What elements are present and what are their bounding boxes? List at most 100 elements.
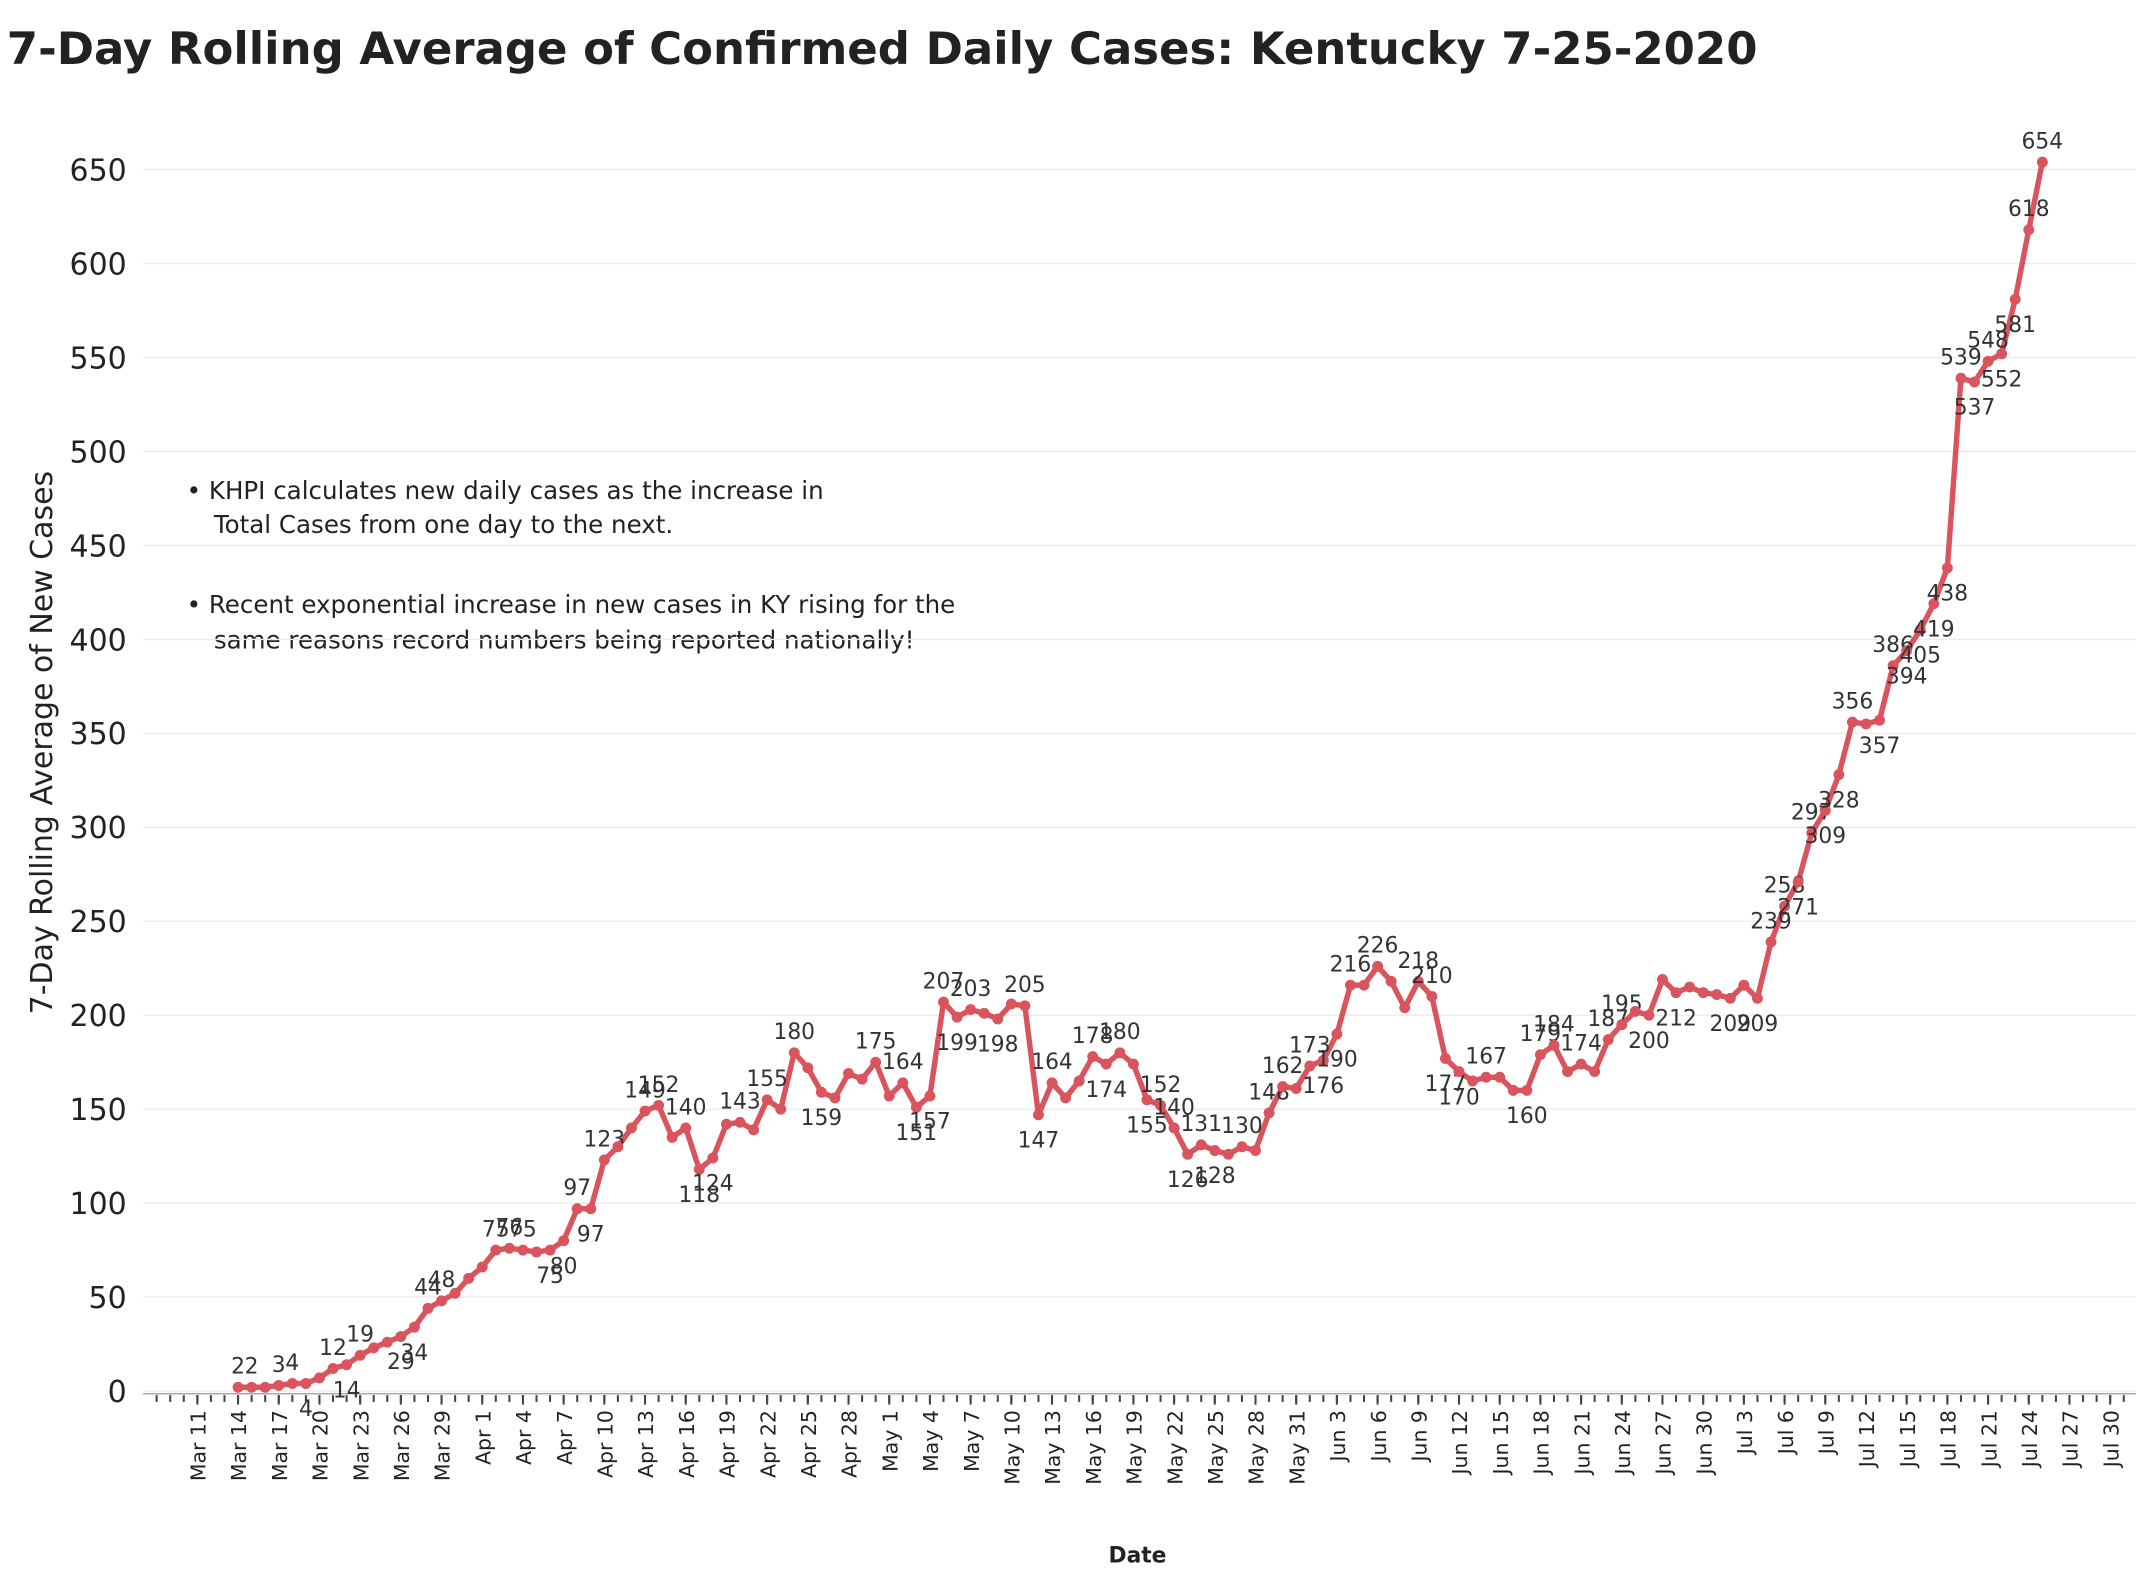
point xyxy=(1521,1084,1533,1096)
point xyxy=(1141,1094,1153,1106)
data-label: 155 xyxy=(746,1067,788,1092)
data-label: 438 xyxy=(1927,582,1969,607)
point xyxy=(1711,989,1723,1000)
point xyxy=(1982,355,1994,367)
x-tick-label: Jun 27 xyxy=(1652,1410,1676,1476)
point xyxy=(734,1116,746,1128)
point xyxy=(1345,979,1356,991)
data-label: 394 xyxy=(1886,664,1928,689)
x-tick-label: May 28 xyxy=(1245,1410,1269,1485)
data-label: 581 xyxy=(1994,313,2036,338)
data-label: 152 xyxy=(1140,1073,1182,1098)
data-label: 75 xyxy=(509,1217,537,1242)
point xyxy=(327,1363,339,1374)
point xyxy=(246,1381,258,1393)
y-tick-label: 100 xyxy=(70,1187,127,1222)
point xyxy=(1616,1019,1628,1031)
point xyxy=(1955,372,1967,384)
x-tick-label: Apr 25 xyxy=(797,1410,821,1478)
point xyxy=(1453,1066,1465,1078)
point xyxy=(368,1342,380,1354)
data-label: 19 xyxy=(346,1323,374,1348)
x-tick-label: Mar 20 xyxy=(309,1410,333,1481)
data-label: 539 xyxy=(1940,346,1982,371)
point xyxy=(1426,990,1438,1002)
point xyxy=(1846,716,1858,728)
point xyxy=(1684,981,1696,993)
point xyxy=(910,1101,922,1113)
point xyxy=(1114,1047,1126,1059)
x-tick-label: Jul 12 xyxy=(1855,1410,1879,1469)
x-tick-label: Jul 3 xyxy=(1733,1410,1757,1456)
data-label: 271 xyxy=(1777,895,1819,920)
point xyxy=(598,1154,610,1166)
point xyxy=(1087,1051,1099,1062)
data-label: 164 xyxy=(882,1050,924,1075)
x-tick-label: Apr 16 xyxy=(675,1410,699,1478)
point xyxy=(897,1077,909,1089)
data-label: 76 xyxy=(496,1216,524,1241)
x-tick-label: Mar 11 xyxy=(187,1410,211,1481)
y-tick-label: 300 xyxy=(70,811,127,846)
point xyxy=(1874,714,1885,726)
x-tick-label: Jun 6 xyxy=(1367,1410,1391,1463)
x-tick-label: May 22 xyxy=(1163,1410,1187,1485)
point xyxy=(286,1378,298,1389)
x-tick-label: Jul 9 xyxy=(1814,1410,1838,1456)
x-tick-label: Jul 24 xyxy=(2018,1410,2042,1469)
x-tick-label: Jun 30 xyxy=(1692,1410,1716,1476)
data-label: 200 xyxy=(1628,1029,1670,1054)
point xyxy=(544,1244,556,1256)
x-tick-label: Jul 15 xyxy=(1896,1410,1920,1469)
point xyxy=(1738,979,1750,991)
point xyxy=(2036,156,2048,168)
data-label: 212 xyxy=(1655,1006,1697,1031)
x-tick-label: May 7 xyxy=(960,1410,984,1472)
data-label: 151 xyxy=(896,1121,938,1146)
point xyxy=(1195,1139,1207,1151)
point xyxy=(1467,1075,1479,1087)
point xyxy=(1494,1071,1506,1083)
x-axis-label: Date xyxy=(1108,1544,1166,1569)
point xyxy=(558,1235,570,1247)
point xyxy=(1385,975,1397,987)
data-label: 176 xyxy=(1303,1074,1345,1099)
point xyxy=(1697,987,1709,999)
x-tick-label: Apr 22 xyxy=(756,1410,780,1478)
point xyxy=(585,1203,597,1215)
data-label: 155 xyxy=(1126,1113,1168,1138)
data-label: 309 xyxy=(1804,824,1846,849)
data-label: 140 xyxy=(1153,1095,1195,1120)
x-tick-label: Apr 7 xyxy=(553,1410,577,1465)
point xyxy=(408,1321,420,1333)
point xyxy=(476,1261,488,1273)
x-tick-label: Mar 17 xyxy=(268,1410,292,1481)
data-label: 80 xyxy=(550,1254,578,1279)
y-tick-label: 450 xyxy=(70,529,127,564)
data-label: 48 xyxy=(428,1268,456,1293)
point xyxy=(978,1007,990,1019)
point xyxy=(1914,624,1926,636)
data-label: 180 xyxy=(1099,1020,1141,1045)
point xyxy=(1073,1075,1085,1087)
data-label: 97 xyxy=(577,1222,605,1247)
point xyxy=(1033,1109,1044,1121)
point xyxy=(1277,1081,1289,1093)
data-label: 180 xyxy=(773,1020,815,1045)
data-label: 164 xyxy=(1031,1050,1073,1075)
data-label: 175 xyxy=(855,1030,897,1055)
data-label: 170 xyxy=(1438,1085,1480,1110)
point xyxy=(653,1099,665,1111)
point xyxy=(1358,979,1370,991)
point xyxy=(273,1379,285,1391)
data-label: 207 xyxy=(923,969,965,994)
point xyxy=(1589,1066,1601,1078)
x-tick-label: Apr 1 xyxy=(471,1410,495,1465)
point xyxy=(829,1092,841,1104)
point xyxy=(761,1094,773,1106)
data-label: 75 xyxy=(482,1217,510,1242)
point xyxy=(1548,1039,1560,1051)
point xyxy=(1127,1058,1139,1070)
